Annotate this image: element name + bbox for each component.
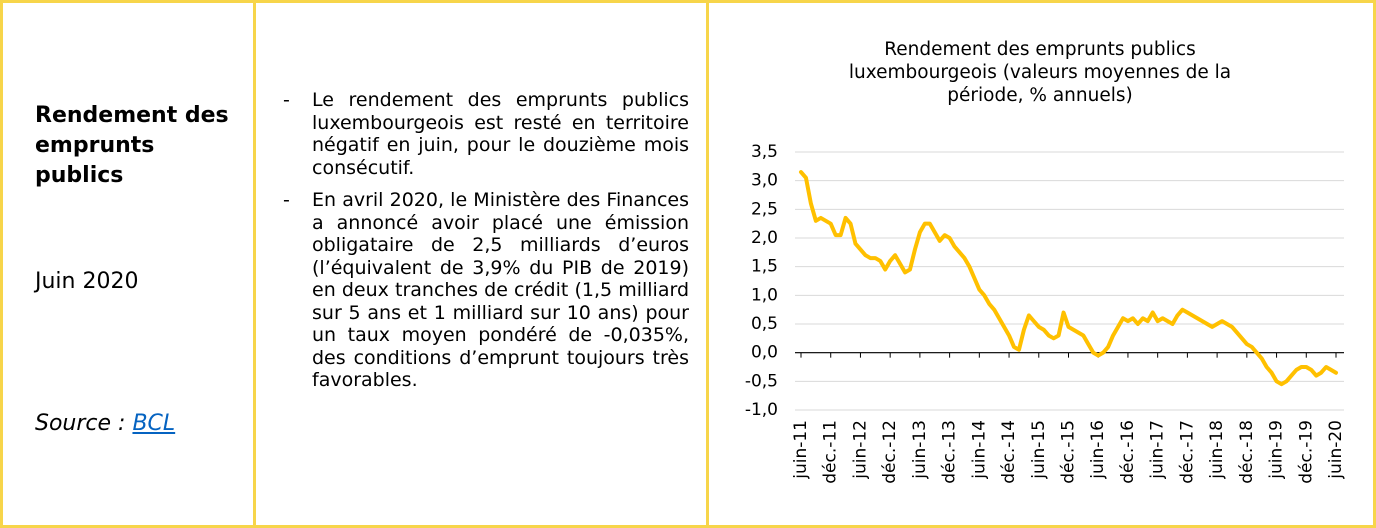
y-tick-label: 3,5: [751, 142, 778, 162]
x-tick-label: juin-18: [1207, 420, 1227, 480]
section-title: Rendement des emprunts publics: [35, 103, 229, 188]
x-tick-label: juin-14: [969, 420, 989, 480]
y-tick-label: 0,5: [751, 314, 778, 334]
y-tick-label: 2,5: [751, 199, 778, 219]
x-tick-label: juin-13: [910, 420, 930, 480]
source-label: Source :: [35, 411, 126, 436]
x-tick-label: déc.-12: [880, 420, 900, 484]
left-panel: Rendement des emprunts publics Juin 2020…: [0, 0, 256, 528]
y-tick-label: 0,0: [751, 343, 778, 363]
x-tick-label: déc.-11: [821, 420, 841, 484]
x-tick-label: déc.-16: [1118, 420, 1138, 484]
y-tick-label: 3,0: [751, 171, 778, 191]
x-tick-label: juin-11: [791, 420, 811, 480]
x-tick-label: déc.-18: [1237, 420, 1257, 484]
x-tick-label: juin-19: [1267, 420, 1287, 480]
text-panel: Le rendement des emprunts publics luxemb…: [253, 0, 709, 528]
y-tick-label: 1,5: [751, 257, 778, 277]
y-tick-label: -0,5: [745, 371, 778, 391]
x-tick-label: juin-15: [1029, 420, 1049, 480]
y-tick-label: -1,0: [745, 400, 778, 420]
y-tick-label: 2,0: [751, 228, 778, 248]
x-tick-label: déc.-14: [999, 420, 1019, 484]
x-tick-label: juin-16: [1088, 420, 1108, 480]
data-line: [799, 170, 1338, 387]
x-tick-label: déc.-19: [1296, 420, 1316, 484]
x-tick-label: déc.-13: [940, 420, 960, 484]
x-tick-label: juin-20: [1326, 420, 1346, 480]
y-tick-label: 1,0: [751, 285, 778, 305]
x-tick-label: déc.-15: [1059, 420, 1079, 484]
x-tick-label: juin-12: [850, 420, 870, 480]
bullet: Le rendement des emprunts publics luxemb…: [283, 89, 689, 179]
chart-title: Rendement des emprunts publics luxembour…: [848, 39, 1232, 106]
bullet-list: Le rendement des emprunts publics luxemb…: [283, 89, 689, 402]
bullet: En avril 2020, le Ministère des Finances…: [283, 189, 689, 392]
date: Juin 2020: [35, 269, 139, 294]
source: Source : BCL: [35, 411, 250, 436]
x-tick-label: juin-17: [1148, 420, 1168, 480]
source-link[interactable]: BCL: [132, 411, 176, 436]
x-tick-label: déc.-17: [1177, 420, 1197, 484]
chart-panel: [706, 0, 1376, 528]
